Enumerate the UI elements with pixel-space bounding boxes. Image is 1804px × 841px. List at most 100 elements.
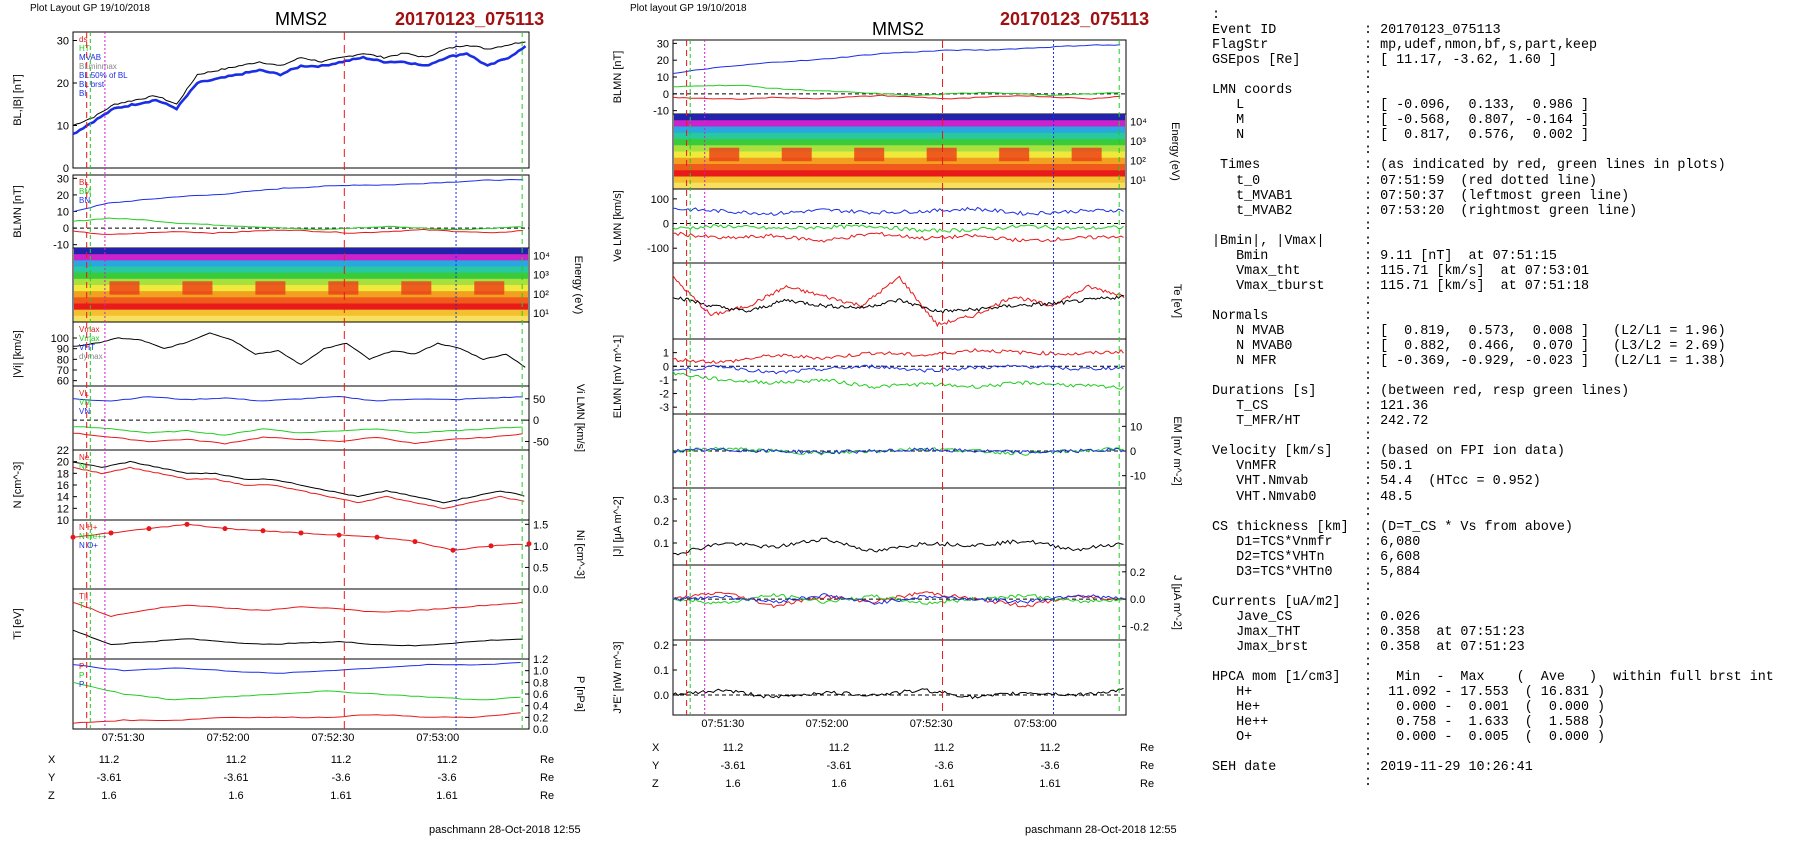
info-line: :: [1212, 429, 1802, 444]
mid-2-ylabel: Energy (eV): [1169, 122, 1181, 181]
info-value: : [ -0.568, 0.807, -0.164 ]: [1364, 113, 1589, 129]
info-key: D2=TCS*VHTn: [1212, 549, 1325, 565]
info-line: VHT.Nmvab: 54.4 (HTcc = 0.952): [1212, 474, 1802, 489]
mid-2-blob-4: [999, 147, 1030, 162]
left-9-legend-2: P: [79, 680, 84, 689]
left-title: MMS2: [275, 9, 327, 29]
left-4-tick-3: 90: [57, 344, 69, 356]
mid-2-band-8: [674, 164, 1125, 171]
info-key: FlagStr: [1212, 38, 1269, 54]
mid-5-ylabel: ELMN [mV m^-1]: [612, 335, 624, 418]
left-3-band-8: [74, 297, 528, 304]
left-6-tick-3: 16: [57, 480, 69, 492]
left-7-point-9: [412, 539, 418, 545]
left-3-blob-3: [328, 281, 359, 295]
info-value: : (D=T_CS * Vs from above): [1364, 519, 1573, 535]
left-7-legend-2: N O+: [79, 541, 98, 550]
info-key: HPCA mom [1/cm3]: [1212, 670, 1341, 686]
mid-1-tick-4: 30: [657, 38, 669, 50]
info-key: N: [1212, 128, 1245, 144]
left-4-legend-0: Vmax: [79, 325, 99, 334]
left-4-legend-1: Vmax: [79, 334, 99, 343]
info-line: :: [1212, 505, 1802, 520]
left-1-legend-4: BL 50% of BL: [79, 71, 128, 80]
mid-orbit-x-0: 11.2: [723, 742, 744, 754]
info-line: |Bmin|, |Vmax|:: [1212, 234, 1802, 249]
mid-2-band-6: [674, 151, 1125, 159]
info-value: :: [1364, 594, 1373, 610]
left-2-ylabel: BLMN [nT]: [12, 185, 24, 238]
info-line: :: [1212, 219, 1802, 234]
info-line: H+: 11.092 - 17.553 ( 16.831 ): [1212, 685, 1802, 700]
info-key: t_0: [1212, 173, 1261, 189]
left-4-tick-2: 80: [57, 354, 69, 366]
info-value: : 0.000 - 0.001 ( 0.000 ): [1364, 700, 1606, 716]
left-2-tick-2: 10: [57, 207, 69, 219]
left-orbit-z-0: 1.6: [101, 790, 116, 802]
left-orbit-z-3: 1.61: [436, 790, 457, 802]
info-key: LMN coords: [1212, 83, 1293, 99]
info-value: : 242.72: [1364, 414, 1429, 430]
left-orbit-x-3: 11.2: [437, 754, 458, 766]
mid-orbit-x-3: 11.2: [1040, 742, 1061, 754]
mid-5-tick-1: -2: [659, 389, 669, 401]
mid-6-tick-1: 0: [1130, 446, 1136, 458]
info-line: GSEpos [Re]: [ 11.17, -3.62, 1.60 ]: [1212, 53, 1802, 68]
left-1-series-0: [72, 41, 526, 126]
mid-9-ylabel: J*E' [nW m^-3]: [612, 641, 624, 713]
left-9-tick-6: 1.2: [533, 654, 548, 666]
left-8-frame: [72, 588, 530, 660]
mid-time-tick-2: 07:52:30: [910, 718, 953, 730]
left-9-tick-1: 0.2: [533, 712, 548, 724]
mid-9-tick-0: 0.0: [654, 690, 669, 702]
mid-orbit-z-1: 1.6: [831, 778, 846, 790]
mid-2-band-9: [674, 170, 1125, 177]
left-1-series-1: [72, 45, 527, 136]
mid-1-tick-0: -10: [653, 106, 669, 118]
left-1-ylabel: BL,|B| [nT]: [12, 74, 24, 126]
info-key: VHT.Nmvab0: [1212, 489, 1317, 505]
mid-2-band-4: [674, 139, 1125, 146]
info-value: : 07:51:59 (red dotted line): [1364, 173, 1598, 189]
mid-footer: paschmann 28-Oct-2018 12:55: [1025, 824, 1177, 836]
mid-2-band-10: [674, 176, 1125, 184]
info-key: N MFR: [1212, 354, 1277, 370]
mid-2-blob-3: [926, 147, 957, 162]
info-line: Jave_CS: 0.026: [1212, 610, 1802, 625]
left-5-ylabel: Vi LMN [km/s]: [574, 384, 586, 452]
left-2-tick-0: -10: [53, 240, 69, 252]
mid-2-band-7: [674, 157, 1125, 165]
left-6-tick-1: 12: [57, 503, 69, 515]
info-line: O+: 0.000 - 0.005 ( 0.000 ): [1212, 730, 1802, 745]
left-8-series-1: [72, 629, 523, 647]
left-3-band-2: [74, 260, 528, 267]
info-line: :: [1212, 655, 1802, 670]
left-8-ylabel: Ti [eV]: [12, 608, 24, 639]
left-9-legend-0: P: [79, 662, 84, 671]
mid-header: Plot layout GP 19/10/2018: [630, 3, 747, 14]
left-5-series-2: [72, 432, 523, 445]
left-9-series-1: [72, 681, 521, 701]
info-key: VHT.Nmvab: [1212, 474, 1309, 490]
mid-time-tick-0: 07:51:30: [701, 718, 744, 730]
mid-5-tick-4: 1: [663, 348, 669, 360]
mid-8-ylabel: J [μA m^-2]: [1171, 575, 1183, 630]
mid-3-series-0: [672, 206, 1124, 216]
mid-8-tick-1: 0.0: [1130, 594, 1145, 606]
info-key: H+: [1212, 685, 1253, 701]
left-orbit-y-1: -3.61: [223, 772, 248, 784]
mid-8-frame: [672, 564, 1127, 641]
info-line: HPCA mom [1/cm3]: Min - Max ( Ave ) with…: [1212, 670, 1802, 685]
info-value: :: [1364, 504, 1373, 520]
mid-5-tick-2: -1: [659, 375, 669, 387]
left-3-blob-4: [401, 281, 432, 295]
info-line: T_MFR/HT: 242.72: [1212, 414, 1802, 429]
info-value: : 6,080: [1364, 534, 1421, 550]
left-7-point-1: [108, 530, 114, 536]
info-value: : [ 0.819, 0.573, 0.008 ] (L2/L1 = 1.96): [1364, 323, 1726, 339]
mid-3-frame: [672, 188, 1127, 264]
left-header: Plot Layout GP 19/10/2018: [30, 3, 150, 14]
mid-1-series-2: [672, 94, 1121, 100]
left-4-tick-4: 100: [51, 333, 69, 345]
